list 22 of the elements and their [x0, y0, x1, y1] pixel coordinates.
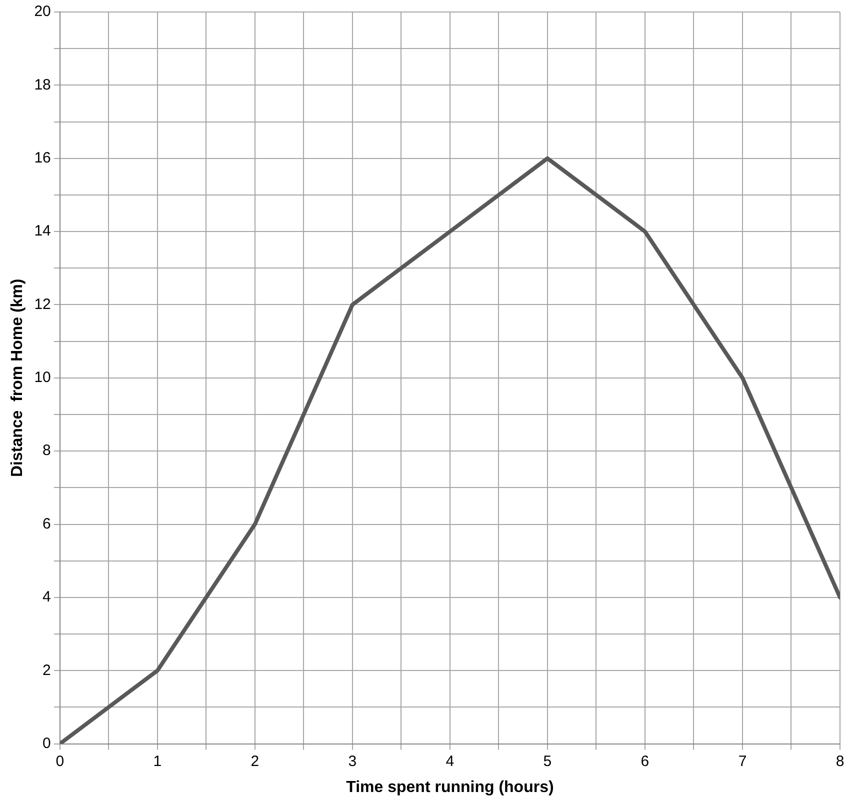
x-tick-label: 3	[348, 752, 357, 770]
y-axis-title: Distance from Home (km)	[9, 278, 26, 478]
x-tick-label: 2	[250, 752, 260, 770]
x-tick-label: 7	[738, 752, 747, 770]
x-tick-label: 0	[56, 752, 64, 770]
x-tick-label: 4	[446, 752, 454, 770]
y-tick-label: 10	[34, 369, 51, 386]
y-tick-label: 16	[34, 150, 51, 166]
y-tick-label: 6	[42, 515, 51, 532]
y-tick-label: 4	[42, 588, 51, 606]
y-tick-label: 18	[34, 76, 51, 94]
y-tick-label: 8	[42, 442, 51, 460]
y-tick-label: 2	[42, 662, 51, 679]
x-tick-label: 6	[640, 752, 650, 770]
x-tick-label: 5	[543, 752, 552, 770]
y-tick-label: 20	[34, 3, 51, 20]
x-axis-title: Time spent running (hours)	[346, 778, 554, 796]
y-tick-label: 12	[34, 296, 51, 313]
x-tick-label: 8	[836, 752, 844, 770]
y-tick-label: 0	[42, 734, 51, 752]
y-tick-label: 14	[34, 222, 51, 240]
x-tick-label: 1	[153, 752, 162, 770]
